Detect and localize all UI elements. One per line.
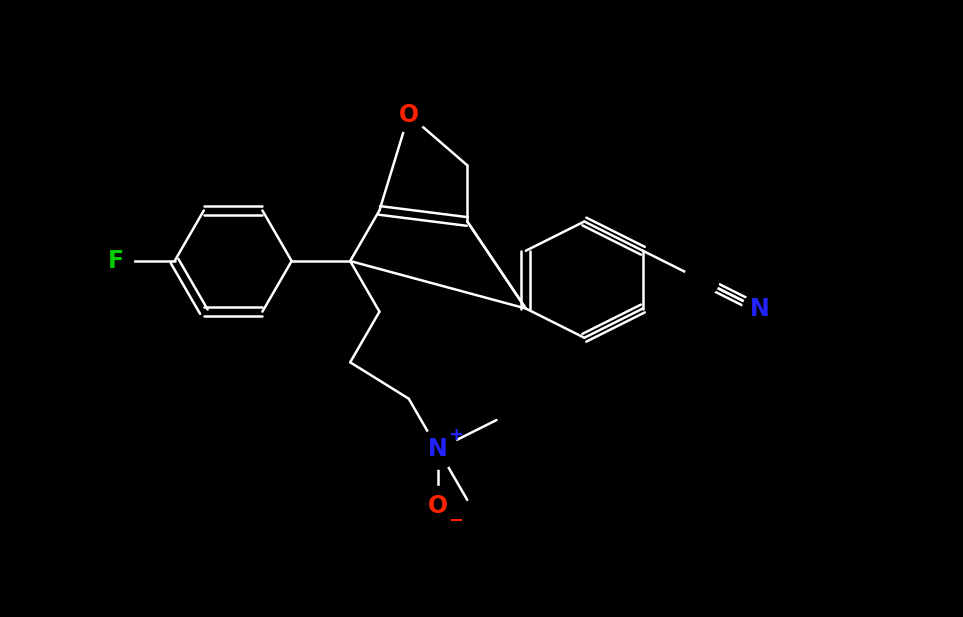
Text: −: −	[448, 511, 463, 529]
Text: +: +	[448, 426, 463, 444]
Circle shape	[418, 486, 457, 526]
Circle shape	[421, 489, 455, 524]
Circle shape	[391, 97, 427, 132]
Circle shape	[742, 292, 777, 326]
Text: F: F	[108, 249, 124, 273]
Text: O: O	[399, 102, 419, 126]
Circle shape	[421, 432, 455, 466]
Text: N: N	[429, 437, 448, 462]
Text: N: N	[750, 297, 769, 321]
Circle shape	[418, 429, 457, 469]
Text: O: O	[428, 494, 448, 518]
Circle shape	[684, 263, 718, 297]
Circle shape	[98, 244, 134, 278]
